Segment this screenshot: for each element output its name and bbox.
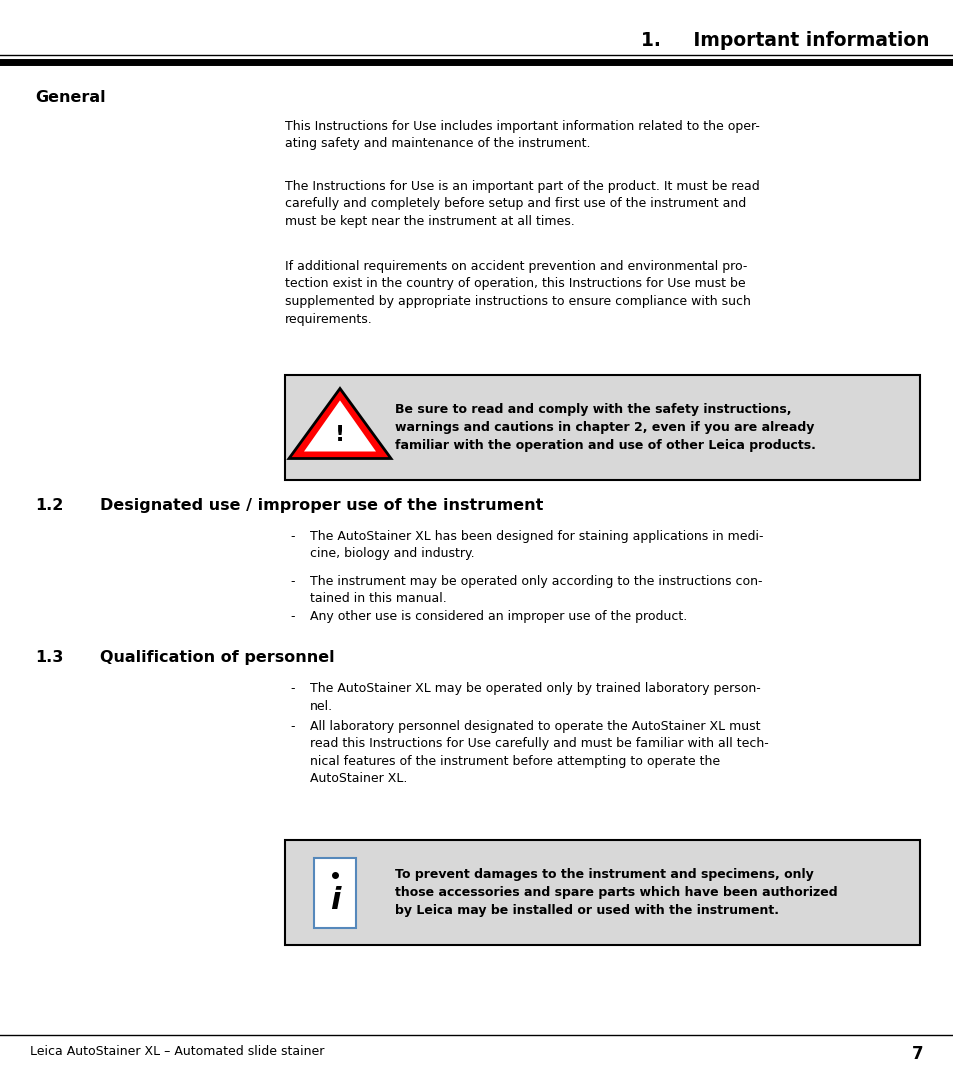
Text: Any other use is considered an improper use of the product.: Any other use is considered an improper … — [310, 610, 686, 623]
Text: -: - — [290, 610, 294, 623]
Text: All laboratory personnel designated to operate the AutoStainer XL must
read this: All laboratory personnel designated to o… — [310, 720, 768, 785]
FancyBboxPatch shape — [285, 375, 919, 480]
Text: i: i — [330, 886, 340, 915]
Text: Qualification of personnel: Qualification of personnel — [100, 650, 335, 665]
Text: -: - — [290, 575, 294, 588]
Text: Leica AutoStainer XL – Automated slide stainer: Leica AutoStainer XL – Automated slide s… — [30, 1045, 324, 1058]
Polygon shape — [289, 389, 391, 459]
Text: This Instructions for Use includes important information related to the oper-
at: This Instructions for Use includes impor… — [285, 120, 760, 150]
Text: 1.     Important information: 1. Important information — [640, 31, 929, 50]
Text: General: General — [35, 90, 106, 105]
Text: The AutoStainer XL may be operated only by trained laboratory person-
nel.: The AutoStainer XL may be operated only … — [310, 681, 760, 713]
Text: The Instructions for Use is an important part of the product. It must be read
ca: The Instructions for Use is an important… — [285, 180, 759, 228]
FancyBboxPatch shape — [285, 840, 919, 945]
Text: -: - — [290, 681, 294, 696]
Text: -: - — [290, 720, 294, 733]
Text: To prevent damages to the instrument and specimens, only
those accessories and s: To prevent damages to the instrument and… — [395, 868, 837, 917]
FancyBboxPatch shape — [314, 858, 355, 928]
Polygon shape — [304, 401, 375, 451]
Text: Designated use / improper use of the instrument: Designated use / improper use of the ins… — [100, 498, 543, 513]
Text: -: - — [290, 530, 294, 543]
Text: The AutoStainer XL has been designed for staining applications in medi-
cine, bi: The AutoStainer XL has been designed for… — [310, 530, 762, 561]
Text: 1.3: 1.3 — [35, 650, 63, 665]
Text: Be sure to read and comply with the safety instructions,
warnings and cautions i: Be sure to read and comply with the safe… — [395, 403, 815, 453]
Text: 1.2: 1.2 — [35, 498, 63, 513]
Text: !: ! — [335, 426, 345, 445]
Text: 7: 7 — [911, 1045, 923, 1063]
Text: The instrument may be operated only according to the instructions con-
tained in: The instrument may be operated only acco… — [310, 575, 761, 606]
Text: If additional requirements on accident prevention and environmental pro-
tection: If additional requirements on accident p… — [285, 260, 750, 325]
